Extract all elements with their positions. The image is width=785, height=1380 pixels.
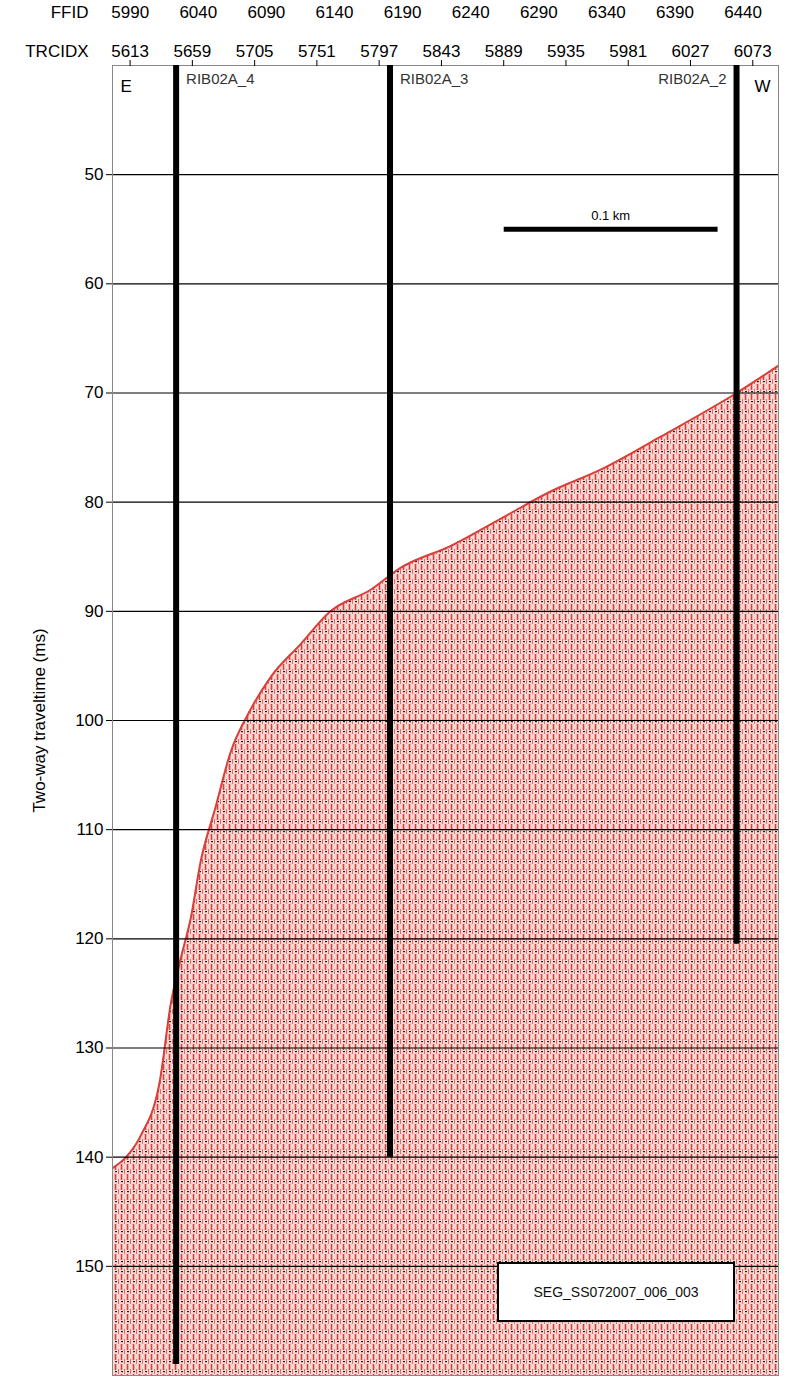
svg-text:60: 60 <box>85 274 104 293</box>
svg-text:6090: 6090 <box>247 3 285 22</box>
svg-text:5935: 5935 <box>547 42 585 61</box>
svg-text:5843: 5843 <box>423 42 461 61</box>
svg-text:TRCIDX: TRCIDX <box>25 42 88 61</box>
svg-text:130: 130 <box>75 1038 103 1057</box>
svg-text:6390: 6390 <box>656 3 694 22</box>
svg-text:90: 90 <box>85 602 104 621</box>
html-text:SEG_SS072007_006_003: SEG_SS072007_006_003 <box>533 1284 699 1300</box>
svg-text:6290: 6290 <box>520 3 558 22</box>
svg-text:5705: 5705 <box>236 42 274 61</box>
svg-text:6190: 6190 <box>384 3 422 22</box>
svg-text:6340: 6340 <box>588 3 626 22</box>
svg-text:6073: 6073 <box>734 42 772 61</box>
svg-text:100: 100 <box>75 711 103 730</box>
svg-text:5797: 5797 <box>360 42 398 61</box>
svg-text:120: 120 <box>75 929 103 948</box>
svg-text:5613: 5613 <box>111 42 149 61</box>
svg-text:W: W <box>754 77 770 96</box>
svg-text:70: 70 <box>85 383 104 402</box>
svg-text:50: 50 <box>85 165 104 184</box>
svg-text:6140: 6140 <box>316 3 354 22</box>
svg-text:RIB02A_3: RIB02A_3 <box>400 70 468 87</box>
svg-text:110: 110 <box>76 820 103 839</box>
svg-text:Two-way traveltime (ms): Two-way traveltime (ms) <box>30 628 49 812</box>
svg-text:150: 150 <box>75 1257 103 1276</box>
svg-text:6040: 6040 <box>179 3 217 22</box>
svg-text:6240: 6240 <box>452 3 490 22</box>
svg-text:FFID: FFID <box>51 3 89 22</box>
svg-text:80: 80 <box>85 493 104 512</box>
svg-text:5659: 5659 <box>173 42 211 61</box>
svg-text:140: 140 <box>75 1148 103 1167</box>
svg-text:E: E <box>121 77 132 96</box>
svg-text:RIB02A_4: RIB02A_4 <box>186 70 254 87</box>
svg-text:RIB02A_2: RIB02A_2 <box>658 70 726 87</box>
svg-text:5751: 5751 <box>298 42 336 61</box>
svg-text:6440: 6440 <box>724 3 762 22</box>
svg-text:5889: 5889 <box>485 42 523 61</box>
svg-text:6027: 6027 <box>672 42 710 61</box>
svg-text:5981: 5981 <box>609 42 647 61</box>
svg-text:0.1 km: 0.1 km <box>591 208 630 223</box>
svg-text:5990: 5990 <box>111 3 149 22</box>
